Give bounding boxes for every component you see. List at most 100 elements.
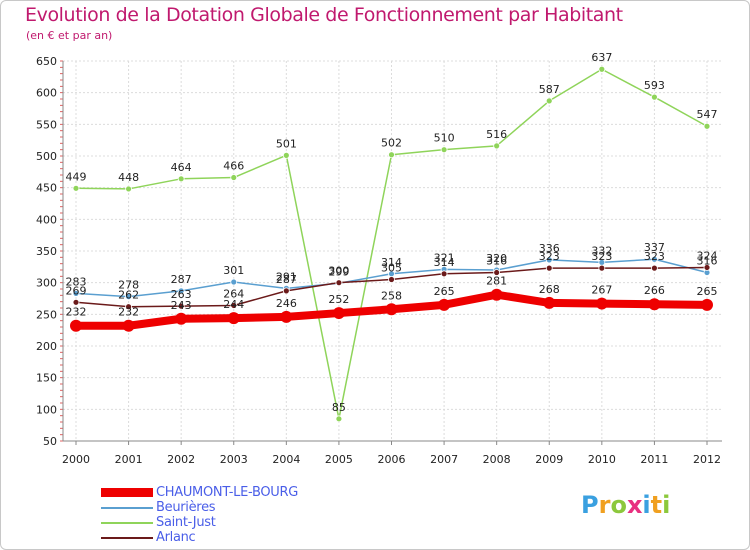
x-tick-label: 2006 (378, 453, 406, 466)
data-label: 263 (171, 288, 192, 301)
chart-subtitle: (en € et par an) (26, 29, 113, 42)
data-label: 449 (66, 170, 87, 183)
legend-swatch (101, 522, 153, 524)
data-label: 323 (591, 250, 612, 263)
data-point (280, 310, 293, 323)
x-tick-label: 2004 (272, 453, 300, 466)
data-point (175, 312, 188, 325)
data-label: 244 (223, 298, 244, 311)
data-point (335, 415, 343, 423)
data-point (177, 302, 185, 310)
y-tick-label: 600 (36, 87, 57, 100)
data-label: 501 (276, 137, 297, 150)
data-point (595, 297, 608, 310)
brand-letter: i (662, 491, 671, 519)
data-point (335, 279, 343, 287)
data-label: 336 (539, 242, 560, 255)
chart-title: Evolution de la Dotation Globale de Fonc… (25, 4, 623, 26)
data-point (651, 264, 658, 272)
y-tick-label: 150 (36, 372, 57, 385)
data-label: 448 (118, 171, 139, 184)
data-label: 267 (591, 284, 612, 297)
data-label: 258 (381, 289, 402, 302)
data-point (651, 93, 658, 101)
data-point (703, 264, 711, 271)
data-point (177, 287, 185, 295)
data-point (545, 97, 553, 105)
brand-letter: o (610, 491, 627, 519)
data-point (177, 175, 185, 183)
data-label: 281 (486, 275, 507, 288)
data-label: 246 (276, 297, 297, 310)
legend-swatch (101, 537, 153, 539)
data-point (388, 151, 395, 159)
data-point (701, 298, 713, 311)
y-tick-label: 650 (36, 55, 57, 68)
data-point (125, 303, 132, 311)
data-point (493, 142, 501, 150)
legend-label: Saint-Just (156, 515, 216, 530)
data-point (230, 174, 238, 181)
brand-letter: t (650, 491, 663, 519)
data-label: 264 (223, 287, 244, 300)
x-tick-label: 2007 (430, 453, 458, 466)
data-label: 265 (697, 285, 718, 298)
y-tick-label: 200 (36, 340, 57, 353)
data-label: 301 (223, 264, 244, 277)
y-tick-label: 100 (36, 403, 57, 416)
data-point (388, 276, 395, 283)
data-label: 300 (328, 265, 349, 278)
legend-label: Beurières (156, 500, 216, 515)
y-tick-label: 50 (43, 435, 57, 448)
data-label: 466 (223, 160, 244, 173)
data-label: 321 (434, 251, 455, 264)
data-label: 287 (276, 273, 297, 286)
data-point (72, 290, 80, 297)
data-point (125, 185, 132, 193)
brand-letter: r (598, 491, 611, 519)
data-label: 337 (644, 241, 665, 254)
data-label: 278 (118, 279, 139, 292)
data-label: 316 (697, 255, 718, 268)
data-label: 502 (381, 137, 402, 150)
data-point (70, 319, 82, 332)
data-point (598, 65, 606, 73)
data-point (122, 319, 135, 332)
data-point (545, 256, 553, 264)
data-label: 232 (118, 306, 139, 319)
data-label: 291 (276, 270, 297, 283)
data-point (227, 312, 240, 325)
data-label: 323 (539, 250, 560, 263)
data-label: 232 (66, 306, 87, 319)
data-point (385, 303, 398, 316)
x-tick-label: 2001 (115, 453, 143, 466)
y-tick-label: 500 (36, 150, 57, 163)
data-point (703, 122, 711, 130)
legend-label: Arlanc (156, 530, 196, 545)
y-tick-label: 300 (36, 277, 57, 290)
y-tick-label: 250 (36, 308, 57, 321)
data-point (125, 293, 132, 301)
data-label: 593 (644, 79, 665, 92)
data-label: 283 (66, 275, 87, 288)
data-point (72, 298, 80, 306)
data-point (490, 288, 503, 301)
data-point (230, 278, 238, 286)
data-label: 299 (328, 265, 349, 278)
legend-swatch (101, 507, 153, 509)
legend-label: CHAUMONT-LE-BOURG (156, 485, 299, 500)
y-tick-label: 350 (36, 245, 57, 258)
data-point (72, 184, 80, 192)
data-point (230, 302, 238, 309)
data-point (598, 264, 606, 272)
x-tick-label: 2012 (693, 453, 721, 466)
data-label: 287 (171, 273, 192, 286)
data-label: 262 (118, 289, 139, 302)
brand-letter: P (581, 491, 599, 519)
data-point (651, 255, 658, 263)
x-tick-label: 2000 (62, 453, 90, 466)
data-label: 314 (381, 256, 402, 269)
data-label: 268 (539, 283, 560, 296)
data-label: 587 (539, 83, 560, 96)
